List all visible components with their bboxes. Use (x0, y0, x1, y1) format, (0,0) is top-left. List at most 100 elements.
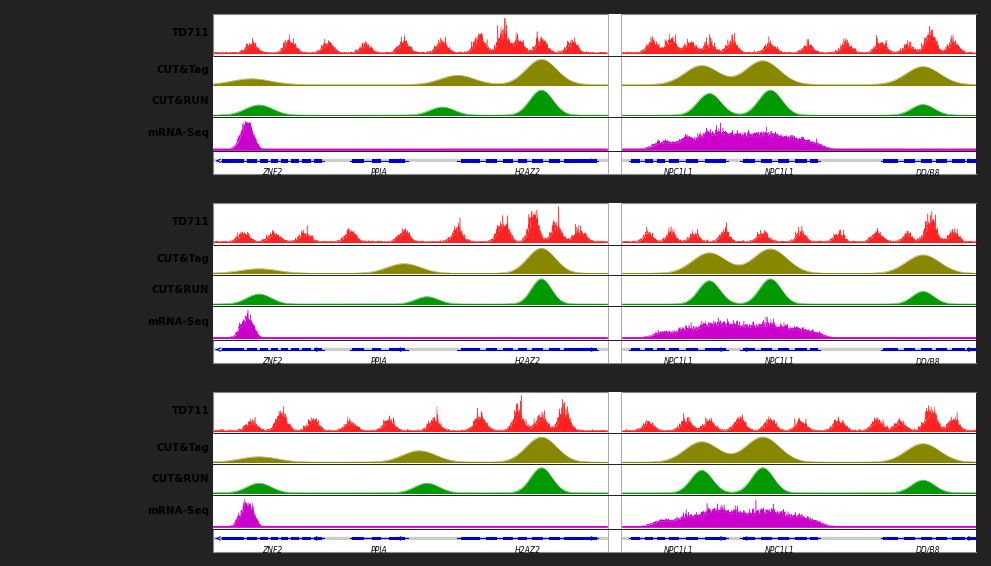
Bar (608, 496, 621, 529)
Bar (549, 348, 560, 351)
Bar (936, 159, 947, 162)
Bar (222, 537, 244, 541)
Bar (608, 246, 621, 276)
Bar (686, 159, 698, 162)
Bar (487, 348, 496, 351)
Bar (291, 348, 298, 351)
Text: CUT&Tag: CUT&Tag (157, 443, 209, 453)
Bar (388, 159, 405, 162)
Text: TD711: TD711 (171, 28, 209, 38)
Text: CUT&Tag: CUT&Tag (157, 254, 209, 264)
Bar (213, 537, 608, 540)
Text: NPC1L1: NPC1L1 (664, 168, 694, 177)
Bar (518, 537, 527, 541)
Bar (743, 537, 755, 541)
Bar (261, 348, 268, 351)
Bar (631, 159, 640, 162)
Bar (967, 159, 976, 162)
Bar (657, 537, 665, 541)
Bar (248, 348, 258, 351)
Bar (686, 537, 698, 541)
Bar (657, 348, 665, 351)
Bar (518, 159, 527, 162)
Bar (608, 118, 621, 151)
Text: CUT&RUN: CUT&RUN (152, 285, 209, 295)
Bar (248, 159, 258, 162)
Bar (261, 537, 268, 541)
Bar (372, 537, 381, 541)
Bar (904, 159, 915, 162)
Bar (487, 537, 496, 541)
Text: PPIA: PPIA (371, 168, 387, 177)
Bar (743, 348, 755, 351)
Bar (967, 348, 976, 351)
Bar (608, 465, 621, 495)
Bar (795, 348, 807, 351)
Bar (608, 57, 621, 87)
Bar (706, 537, 725, 541)
Bar (743, 159, 755, 162)
Text: ZNF2: ZNF2 (262, 546, 282, 555)
Bar (922, 537, 932, 541)
Bar (706, 159, 725, 162)
Bar (795, 537, 807, 541)
Bar (657, 159, 665, 162)
Bar (608, 146, 621, 175)
Bar (645, 348, 653, 351)
Bar (388, 537, 405, 541)
Bar (810, 537, 819, 541)
Text: H2AZ2: H2AZ2 (515, 546, 541, 555)
Bar (388, 348, 405, 351)
Bar (951, 537, 964, 541)
Bar (951, 159, 964, 162)
Bar (352, 159, 364, 162)
Bar (564, 348, 597, 351)
Bar (686, 348, 698, 351)
Text: H2AZ2: H2AZ2 (515, 168, 541, 177)
Text: NPC1L1: NPC1L1 (765, 168, 795, 177)
Bar (922, 159, 932, 162)
Text: NPC1L1: NPC1L1 (664, 546, 694, 555)
Bar (549, 537, 560, 541)
Bar (967, 537, 976, 541)
Bar (810, 348, 819, 351)
Bar (883, 159, 898, 162)
Text: DD/B8: DD/B8 (917, 357, 940, 366)
Bar (461, 537, 480, 541)
Bar (503, 537, 513, 541)
Bar (621, 537, 976, 540)
Bar (608, 392, 621, 434)
Bar (706, 348, 725, 351)
Bar (261, 159, 268, 162)
Bar (248, 537, 258, 541)
Bar (352, 348, 364, 351)
Bar (281, 537, 287, 541)
Bar (608, 14, 621, 56)
Bar (314, 348, 322, 351)
Bar (608, 276, 621, 306)
Bar (883, 537, 898, 541)
Bar (645, 159, 653, 162)
Bar (314, 537, 322, 541)
Text: DD/B8: DD/B8 (917, 168, 940, 177)
Bar (301, 537, 311, 541)
Bar (951, 348, 964, 351)
Bar (810, 159, 819, 162)
Bar (608, 524, 621, 554)
Bar (904, 537, 915, 541)
Text: ZNF2: ZNF2 (262, 168, 282, 177)
Bar (272, 537, 277, 541)
Text: CUT&Tag: CUT&Tag (157, 65, 209, 75)
Bar (564, 537, 597, 541)
Bar (301, 159, 311, 162)
Text: NPC1L1: NPC1L1 (765, 546, 795, 555)
Bar (761, 159, 772, 162)
Bar (532, 159, 543, 162)
Text: NPC1L1: NPC1L1 (664, 357, 694, 366)
Bar (922, 348, 932, 351)
Bar (518, 348, 527, 351)
Bar (761, 537, 772, 541)
Bar (314, 159, 322, 162)
Bar (352, 537, 364, 541)
Text: mRNA-Seq: mRNA-Seq (148, 128, 209, 138)
